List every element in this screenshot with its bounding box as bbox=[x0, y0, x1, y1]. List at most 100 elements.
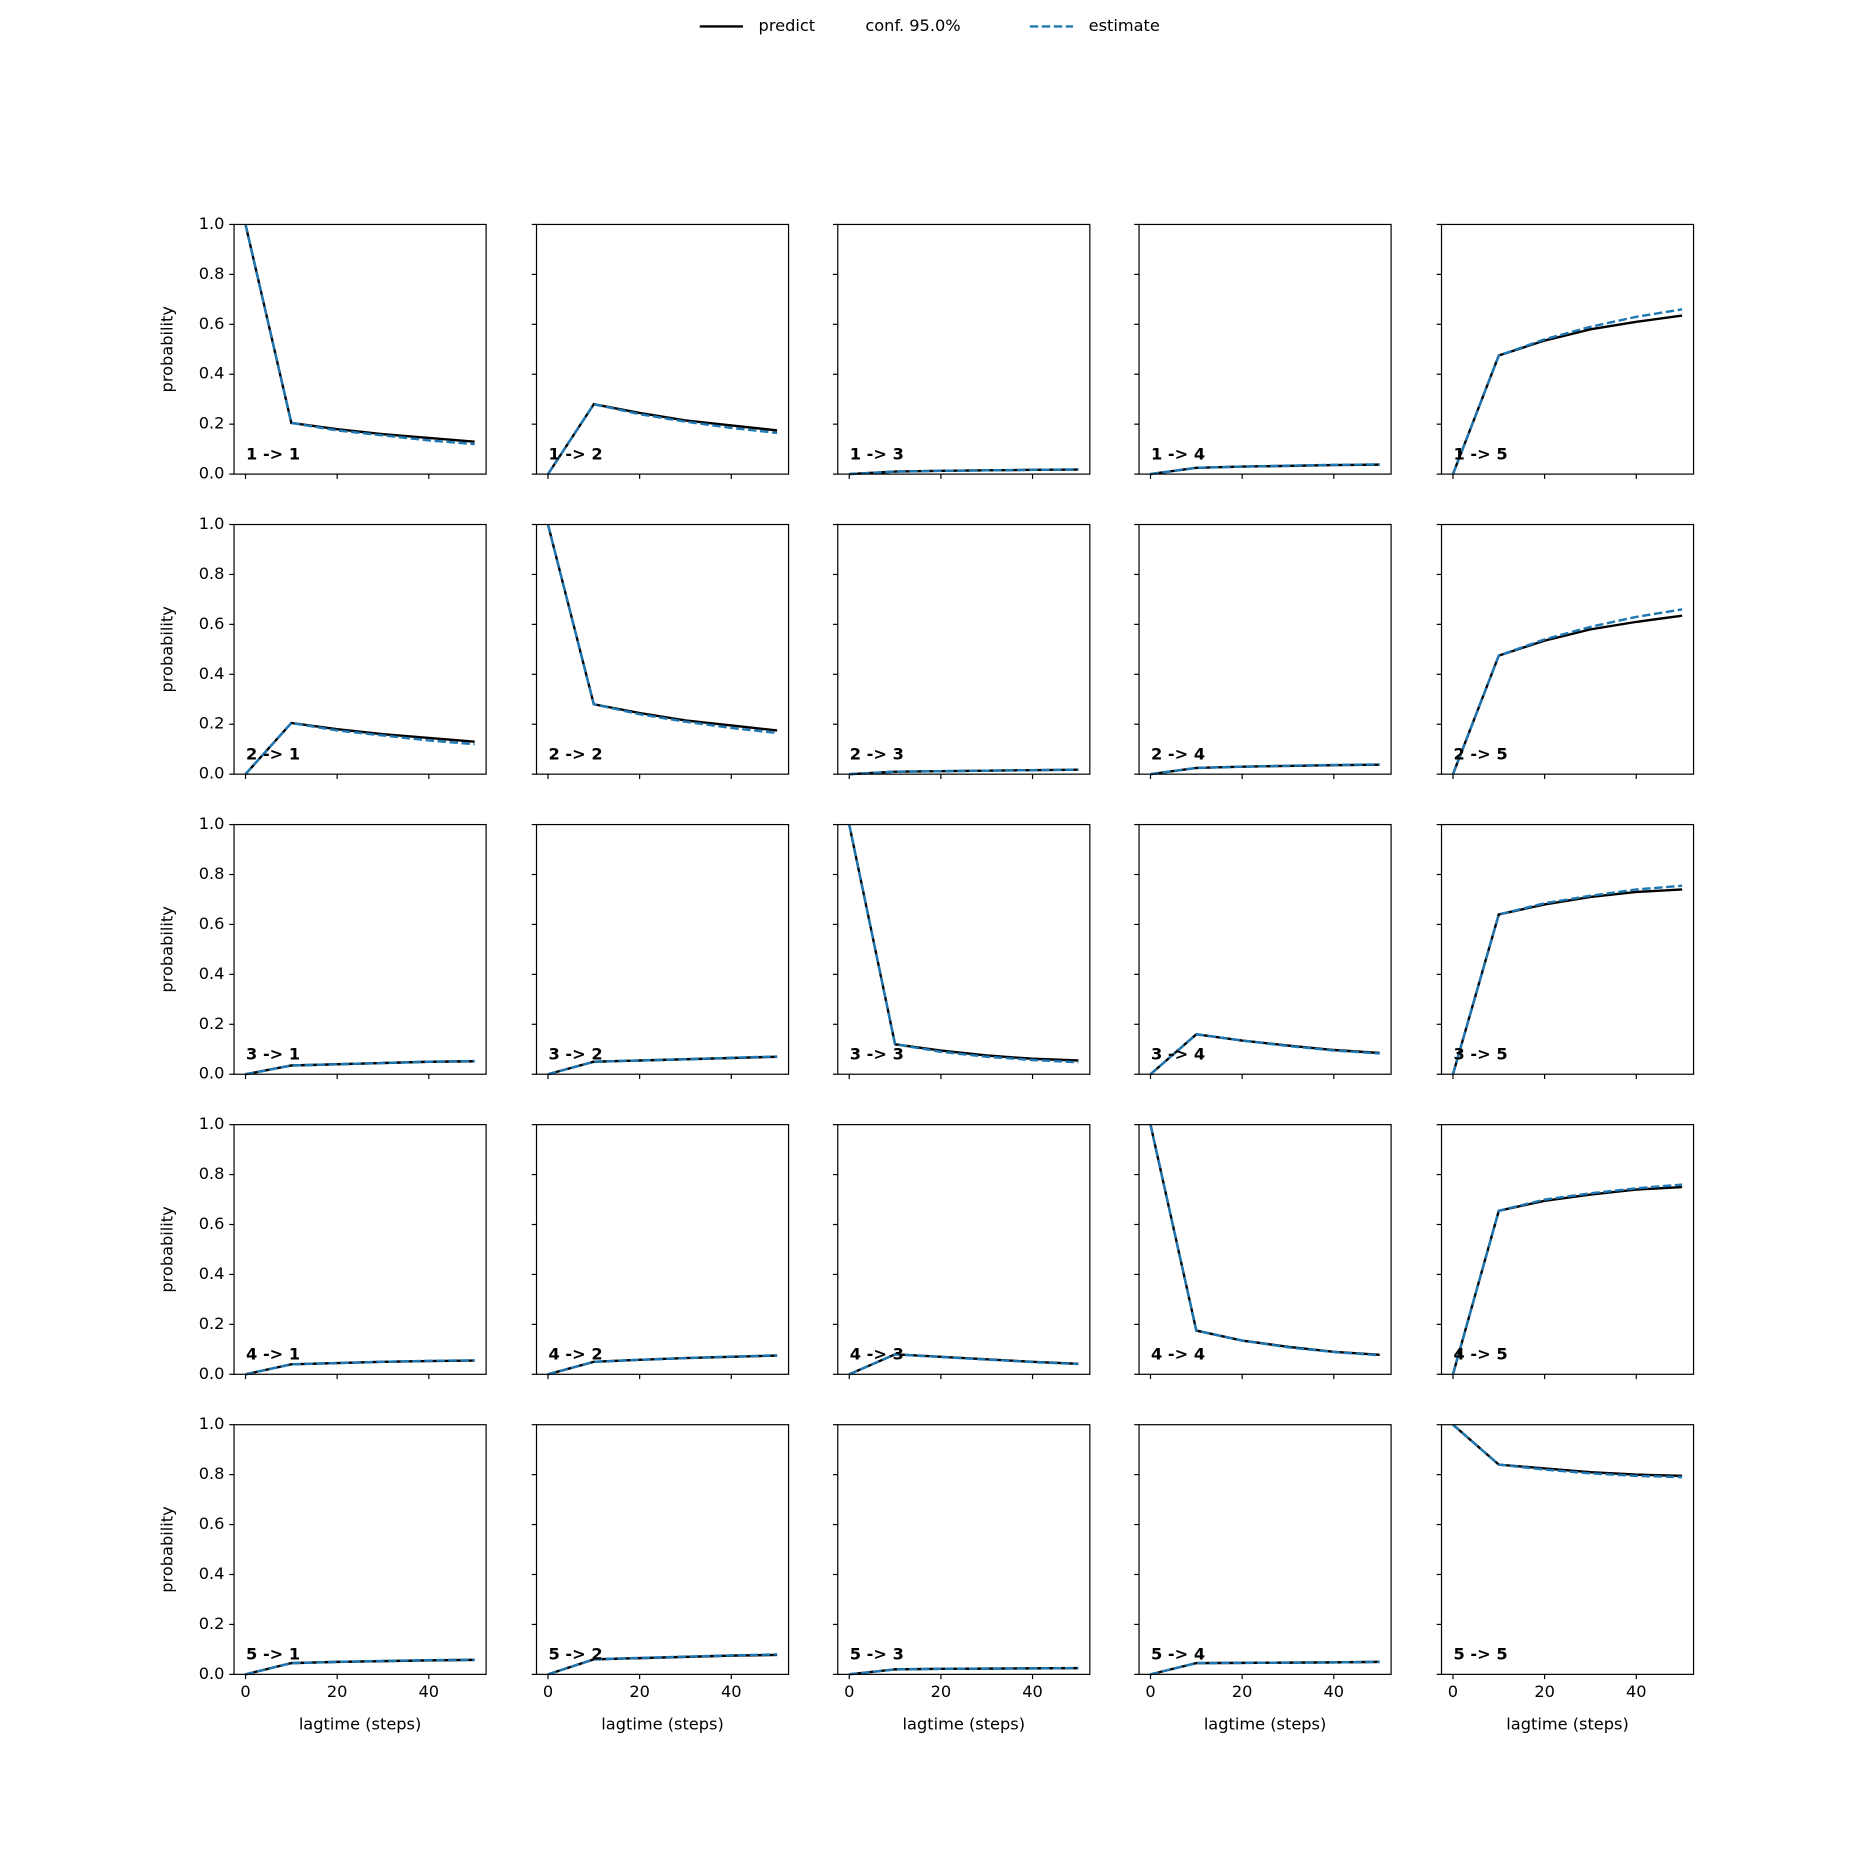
line-estimate bbox=[547, 1354, 778, 1376]
x-tick-label: 0 bbox=[1145, 1682, 1155, 1701]
line-estimate bbox=[1149, 1033, 1380, 1076]
line-estimate bbox=[849, 768, 1079, 776]
y-tick-label: 0.6 bbox=[199, 1514, 225, 1533]
line-estimate bbox=[547, 1055, 778, 1076]
panel: 2 -> 5 bbox=[1436, 523, 1695, 779]
panel-label: 1 -> 2 bbox=[549, 444, 603, 463]
y-tick-label: 0.4 bbox=[199, 1264, 225, 1283]
panel-label: 1 -> 3 bbox=[850, 444, 904, 463]
y-tick-label: 0.6 bbox=[199, 314, 225, 333]
line-predict bbox=[1149, 1124, 1380, 1357]
y-tick-label: 0.8 bbox=[199, 1164, 225, 1183]
y-tick-label: 0.0 bbox=[199, 1064, 225, 1083]
panel-label: 3 -> 5 bbox=[1454, 1045, 1508, 1064]
panel-label: 5 -> 4 bbox=[1151, 1645, 1205, 1664]
line-estimate bbox=[1149, 1124, 1380, 1357]
axes-frame bbox=[233, 523, 487, 775]
axes-frame bbox=[233, 823, 487, 1075]
panel-label: 2 -> 1 bbox=[246, 744, 300, 763]
axes-frame bbox=[1440, 523, 1695, 775]
line-estimate bbox=[245, 1059, 475, 1076]
panel-label: 2 -> 3 bbox=[850, 744, 904, 763]
y-tick-label: 0.2 bbox=[199, 1014, 225, 1033]
x-tick-label: 40 bbox=[1022, 1682, 1043, 1701]
axes-frame bbox=[837, 823, 1091, 1075]
panel-label: 2 -> 2 bbox=[549, 744, 603, 763]
line-predict bbox=[546, 402, 778, 475]
panel: 0.0 0.2 0.4 0.6 0.8 1.0 probability 4 -> 1 bbox=[158, 1114, 487, 1383]
y-tick-label: 1.0 bbox=[199, 514, 225, 533]
x-axis-label: lagtime (steps) bbox=[1506, 1714, 1628, 1733]
panel-label: 1 -> 4 bbox=[1151, 444, 1205, 463]
axes-frame bbox=[1440, 1424, 1695, 1675]
axes-frame bbox=[233, 1424, 487, 1675]
x-tick-label: 0 bbox=[1448, 1682, 1458, 1701]
axes-frame bbox=[233, 223, 487, 475]
y-tick-label: 0.4 bbox=[199, 1564, 225, 1583]
line-estimate bbox=[1150, 1660, 1380, 1676]
panel: 1 -> 3 bbox=[832, 223, 1091, 479]
panel-label: 4 -> 2 bbox=[549, 1345, 603, 1364]
y-tick-label: 0.6 bbox=[199, 614, 225, 633]
axes-frame bbox=[837, 1424, 1091, 1675]
axes-frame bbox=[1440, 823, 1695, 1075]
panel-label: 2 -> 4 bbox=[1151, 744, 1205, 763]
line-estimate bbox=[546, 524, 778, 735]
panel-label: 5 -> 5 bbox=[1454, 1645, 1508, 1664]
y-tick-label: 0.4 bbox=[199, 664, 225, 683]
panel-label: 3 -> 1 bbox=[246, 1045, 300, 1064]
line-predict bbox=[244, 721, 475, 775]
x-tick-label: 20 bbox=[327, 1682, 348, 1701]
x-tick-label: 20 bbox=[629, 1682, 650, 1701]
panel: 0 20 40 lagtime (steps) 5 -> 3 bbox=[832, 1424, 1091, 1733]
axes-frame bbox=[535, 523, 790, 775]
x-tick-label: 40 bbox=[419, 1682, 440, 1701]
line-estimate bbox=[1451, 308, 1683, 475]
panel: 3 -> 3 bbox=[832, 823, 1091, 1080]
y-tick-label: 0.2 bbox=[199, 1314, 225, 1333]
panel: 1 -> 5 bbox=[1436, 223, 1695, 479]
line-estimate bbox=[245, 1658, 475, 1676]
line-estimate bbox=[547, 1653, 778, 1676]
panel: 4 -> 3 bbox=[832, 1124, 1091, 1380]
line-estimate bbox=[1451, 608, 1683, 775]
y-tick-label: 0.6 bbox=[199, 1214, 225, 1233]
axes-frame bbox=[837, 523, 1091, 775]
x-tick-label: 40 bbox=[1324, 1682, 1345, 1701]
y-axis-label: probability bbox=[158, 1206, 177, 1293]
line-predict bbox=[1452, 1423, 1683, 1478]
y-axis-label: probability bbox=[158, 606, 177, 693]
panel: 2 -> 3 bbox=[832, 523, 1091, 779]
axes-frame bbox=[837, 223, 1091, 475]
panel-label: 5 -> 2 bbox=[549, 1645, 603, 1664]
x-tick-label: 0 bbox=[240, 1682, 250, 1701]
y-tick-label: 0.6 bbox=[199, 914, 225, 933]
panel: 3 -> 5 bbox=[1436, 823, 1695, 1080]
axes-frame bbox=[535, 1424, 790, 1675]
panel-label: 1 -> 5 bbox=[1454, 444, 1508, 463]
y-tick-label: 0.0 bbox=[199, 764, 225, 783]
x-axis-label: lagtime (steps) bbox=[1204, 1714, 1326, 1733]
line-predict bbox=[244, 224, 475, 443]
panel: 1 -> 4 bbox=[1134, 223, 1392, 479]
line-predict bbox=[848, 824, 1079, 1062]
panel: 2 -> 4 bbox=[1134, 523, 1392, 779]
panel: 1 -> 2 bbox=[531, 223, 790, 479]
axes-frame bbox=[535, 1124, 790, 1375]
line-estimate bbox=[1451, 884, 1683, 1075]
y-tick-label: 0.0 bbox=[199, 464, 225, 483]
axes-frame bbox=[233, 1124, 487, 1375]
axes-frame bbox=[1440, 223, 1695, 475]
line-estimate bbox=[848, 1353, 1079, 1376]
line-estimate bbox=[849, 468, 1079, 476]
panel-label: 3 -> 3 bbox=[850, 1045, 904, 1064]
line-estimate bbox=[1452, 1423, 1683, 1479]
line-estimate bbox=[848, 824, 1079, 1064]
y-axis-label: probability bbox=[158, 306, 177, 393]
legend-label: conf. 95.0% bbox=[865, 16, 960, 35]
x-tick-label: 40 bbox=[721, 1682, 742, 1701]
panel-label: 5 -> 1 bbox=[246, 1645, 300, 1664]
y-tick-label: 0.2 bbox=[199, 414, 225, 433]
panel: 3 -> 2 bbox=[531, 823, 790, 1080]
legend-label: predict bbox=[759, 16, 816, 35]
